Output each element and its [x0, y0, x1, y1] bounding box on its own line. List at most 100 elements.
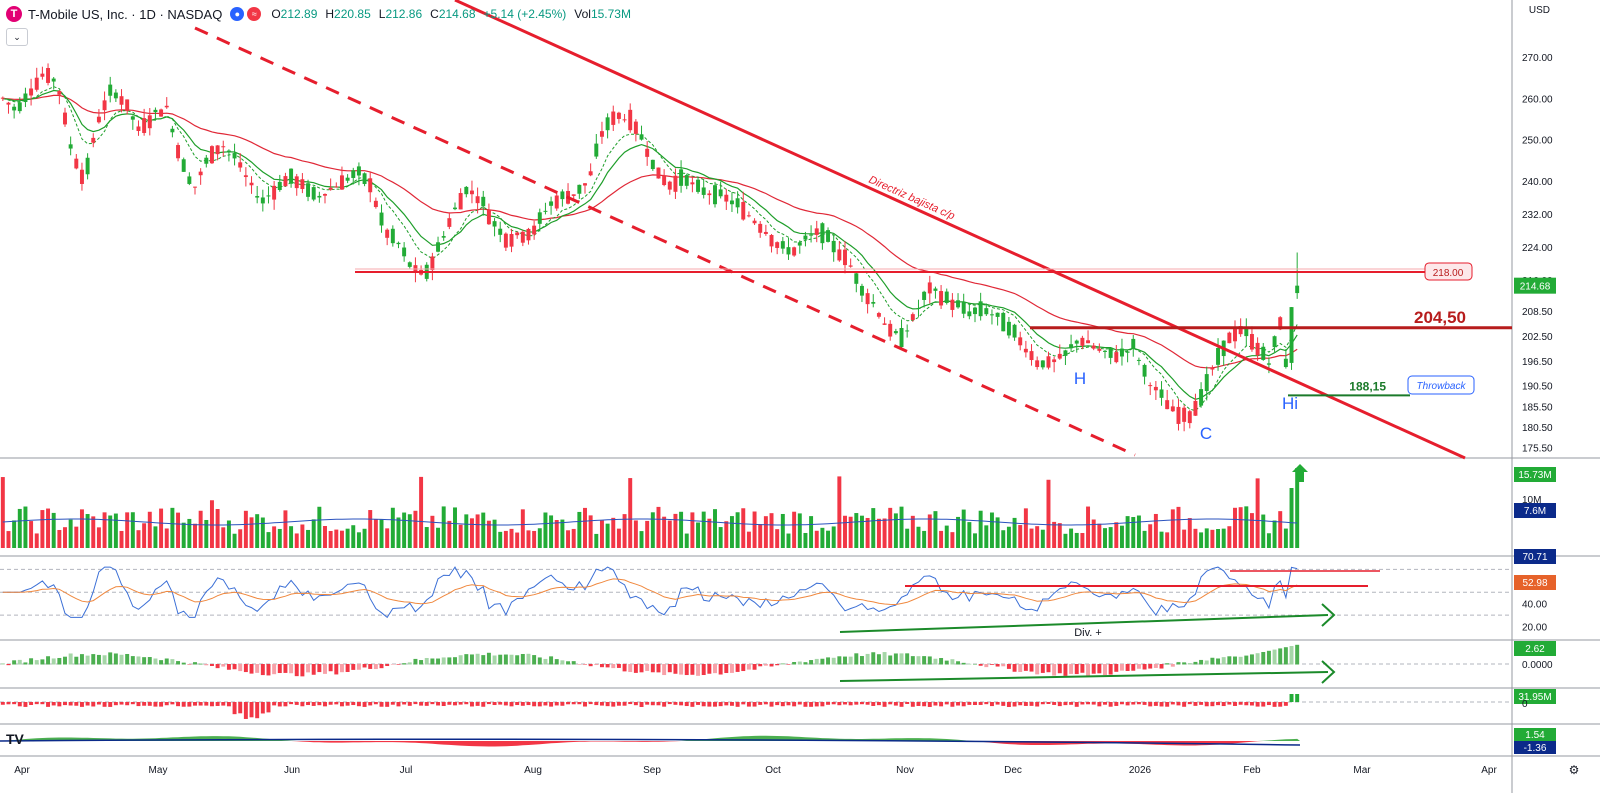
hist1-bar — [950, 659, 955, 665]
hist1-bar — [707, 664, 712, 674]
volume-bar — [944, 525, 949, 548]
hist2-bar — [85, 702, 90, 706]
hist1-bar — [956, 661, 961, 665]
volume-bar — [396, 517, 401, 548]
hist2-bar — [1153, 702, 1158, 706]
hist2-bar — [622, 702, 627, 706]
hist1-bar — [831, 657, 836, 665]
hist2-bar — [1283, 702, 1288, 706]
candle-body — [526, 228, 531, 241]
volume-bar — [402, 512, 407, 548]
volume-bar — [226, 520, 231, 548]
hist1-bar — [1035, 664, 1040, 675]
hist1-bar — [611, 664, 616, 669]
hist1-bar — [820, 658, 825, 665]
candle-body — [837, 249, 842, 261]
hist2-bar — [628, 702, 633, 705]
volume-bar — [854, 513, 859, 548]
oscillator-value-a-badge — [1514, 728, 1556, 741]
hist2-bar — [79, 702, 84, 707]
candle-body — [741, 202, 746, 220]
candle-body — [249, 182, 254, 186]
candle-body — [91, 137, 96, 143]
candle-body — [758, 223, 763, 233]
high-value: H220.85 — [325, 7, 371, 21]
candle-body — [486, 209, 491, 225]
volume-bar — [645, 520, 650, 548]
candle-body — [294, 176, 299, 189]
hist1-bar — [583, 664, 587, 665]
hist1-bar — [560, 660, 565, 665]
candle-body — [1272, 336, 1277, 348]
hist2-bar — [854, 702, 859, 705]
hist1-bar — [1057, 664, 1062, 674]
candle-body — [1216, 347, 1221, 365]
hist1-bar — [498, 654, 503, 665]
wave-icon[interactable]: ≈ — [247, 7, 262, 21]
volume-bar — [1029, 528, 1034, 548]
volume-bar — [215, 508, 220, 548]
hist2-bar — [1221, 702, 1226, 707]
candle-body — [1086, 340, 1091, 344]
volume-bar — [888, 507, 893, 548]
hist1-bar — [1091, 664, 1096, 674]
eye-icon[interactable]: ● — [230, 7, 245, 21]
candle-body — [831, 240, 836, 253]
candle-body — [973, 307, 977, 315]
hist1-bar — [453, 657, 457, 665]
hist1-bar — [407, 662, 412, 665]
candle-body — [209, 146, 214, 164]
price-tick-label: 250.00 — [1522, 136, 1553, 147]
volume-bar — [147, 511, 152, 548]
hist2-bar — [23, 702, 28, 707]
candle-body — [905, 330, 910, 332]
volume-bar — [1182, 529, 1187, 548]
hist2-bar — [583, 702, 587, 707]
hist2-bar — [769, 702, 774, 707]
symbol-title[interactable]: T-Mobile US, Inc. · 1D · NASDAQ — [28, 6, 223, 22]
candle-body — [639, 134, 644, 140]
volume-bar — [373, 519, 378, 548]
hist1-bar — [1148, 664, 1153, 669]
hist1-bar — [622, 664, 627, 672]
hist2-bar — [136, 702, 141, 707]
candle-body — [306, 183, 311, 197]
hist1-bar — [51, 658, 56, 665]
hist2-bar — [729, 702, 734, 706]
price-tick-label: 208.50 — [1522, 307, 1553, 318]
hist2-bar — [910, 702, 915, 707]
hist2-bar — [1069, 702, 1074, 705]
volume-bar — [724, 521, 729, 548]
currency-label[interactable]: USD — [1528, 5, 1550, 16]
volume-bar — [1193, 528, 1198, 548]
hist2-bar — [752, 702, 757, 707]
hist2-bar — [859, 702, 864, 705]
hist2-bar — [1148, 702, 1153, 707]
hist2-bar — [543, 702, 548, 706]
time-tick-label: Jul — [400, 765, 413, 776]
hist2-bar — [1176, 702, 1181, 706]
volume-bar — [950, 532, 955, 548]
hist1-bar — [882, 652, 887, 665]
candle-body — [560, 191, 565, 200]
volume-bar — [1097, 523, 1102, 548]
collapse-chevron-icon[interactable]: ⌄ — [6, 28, 28, 46]
volume-bar — [453, 507, 457, 548]
volume-bar — [537, 528, 542, 548]
volume-bar — [238, 529, 243, 548]
hist1-bar — [503, 654, 508, 665]
hist1-bar — [1266, 650, 1271, 665]
candle-body — [1006, 321, 1011, 336]
hist2-bar — [34, 702, 39, 705]
candle-body — [356, 166, 361, 176]
indicator-toggles[interactable]: ● ≈ — [230, 7, 262, 21]
hist1-bar — [385, 664, 390, 667]
hist2-bar — [419, 702, 424, 706]
time-tick-label: Oct — [765, 765, 781, 776]
hist1-bar — [356, 664, 361, 670]
hist1-bar — [809, 660, 814, 665]
volume-bar — [769, 513, 774, 548]
candle-body — [611, 111, 616, 125]
hist2-bar — [356, 702, 361, 707]
